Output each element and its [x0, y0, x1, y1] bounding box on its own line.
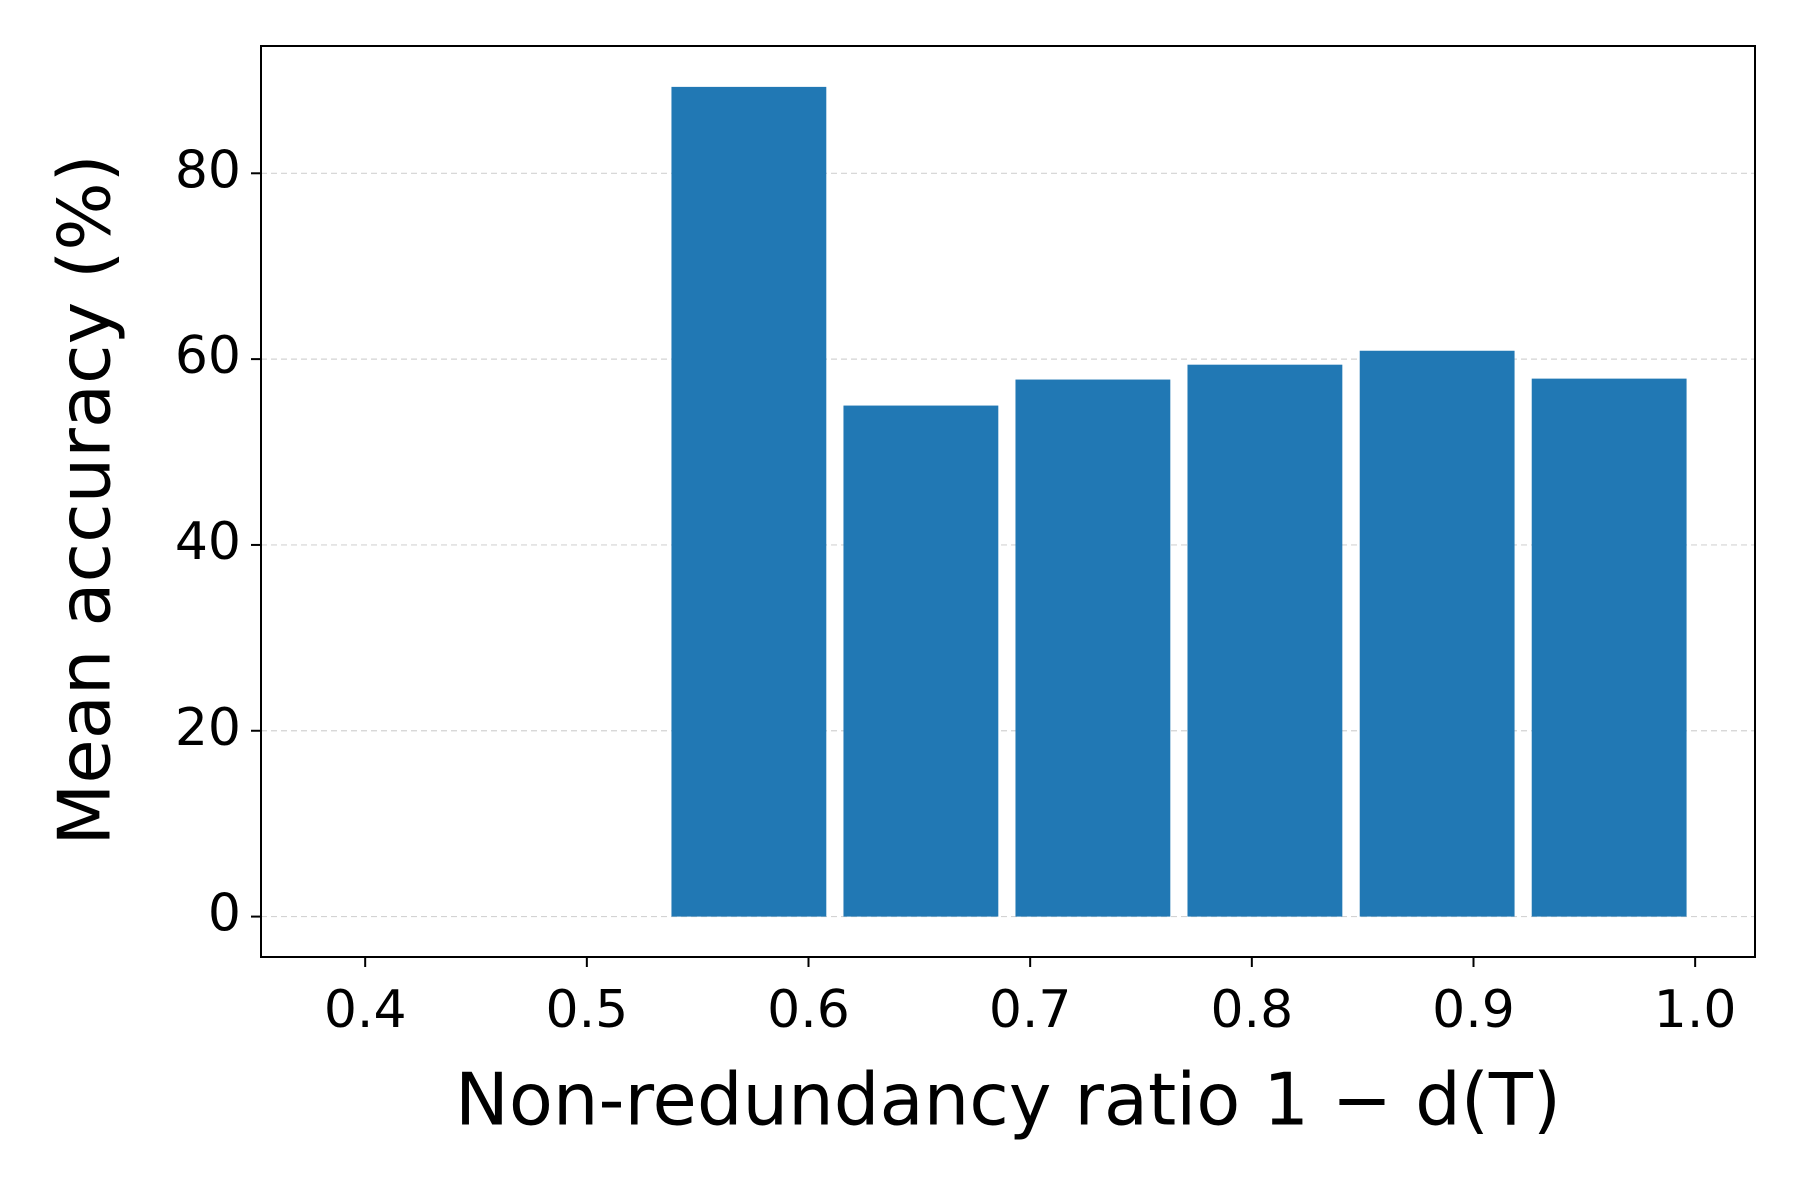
x-tick-label: 0.5	[545, 980, 628, 1040]
x-tick-label: 0.6	[767, 980, 850, 1040]
y-tick-label: 20	[175, 698, 241, 758]
y-axis-label: Mean accuracy (%)	[43, 154, 127, 845]
bar	[843, 405, 999, 917]
bar	[1531, 378, 1687, 917]
plot-frame	[260, 45, 1756, 958]
bar	[1015, 379, 1171, 917]
bar	[671, 86, 827, 917]
y-tick-label: 60	[175, 326, 241, 386]
y-tick-label: 40	[175, 512, 241, 572]
x-tick-label: 0.7	[989, 980, 1072, 1040]
x-tick-label: 0.8	[1210, 980, 1293, 1040]
x-tick-label: 1.0	[1654, 980, 1737, 1040]
bar	[1187, 364, 1343, 917]
y-tick-label: 80	[175, 140, 241, 200]
x-tick-label: 0.9	[1432, 980, 1515, 1040]
x-axis-label: Non-redundancy ratio 1 − d(T)	[455, 1058, 1561, 1142]
x-tick-label: 0.4	[324, 980, 407, 1040]
y-tick-label: 0	[208, 884, 241, 944]
bar	[1359, 350, 1515, 917]
